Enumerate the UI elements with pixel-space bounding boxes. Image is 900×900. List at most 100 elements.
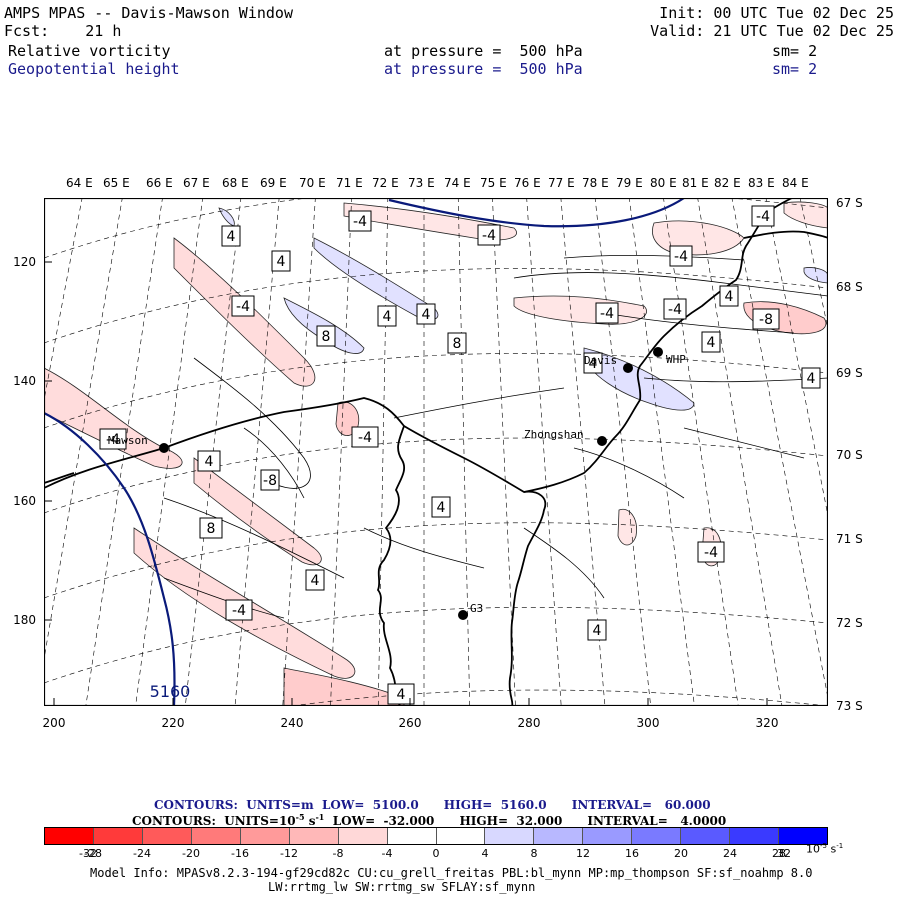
- vorticity-contour-range: LOW= -32.000 HIGH= 32.000 INTERVAL= 4.00…: [324, 814, 727, 828]
- lat-label: 72 S: [836, 616, 863, 630]
- contour-label-text: 4: [227, 229, 236, 245]
- contour-label: 8: [199, 517, 223, 539]
- x-tick: 200: [42, 716, 66, 730]
- fcst-value: 21 h: [85, 22, 122, 40]
- contour-label-text: -4: [236, 299, 250, 315]
- lat-label: 73 S: [836, 699, 863, 713]
- vorticity-contour-exp2: -1: [315, 812, 325, 822]
- contour-label: 4: [701, 331, 721, 353]
- colorbar-swatch: [681, 828, 731, 844]
- height-contour-label: 5160: [150, 682, 191, 701]
- station-marker-zhongshan: [597, 436, 607, 446]
- colorbar-tick-label: -32: [79, 847, 97, 860]
- station-label-whp: WHP: [666, 353, 686, 366]
- lon-label: 78 E: [582, 176, 609, 190]
- y-tick: 160: [13, 494, 36, 508]
- contour-label: 4: [377, 305, 397, 327]
- contour-label-text: 8: [207, 521, 216, 537]
- contour-label-text: 4: [422, 307, 431, 323]
- colorbar-tick-label: -28: [84, 847, 102, 860]
- contour-label-text: 4: [725, 289, 734, 305]
- lon-label: 70 E: [299, 176, 326, 190]
- colorbar-units-exp: -5: [820, 842, 827, 850]
- colorbar-swatch: [583, 828, 633, 844]
- contour-label-text: 8: [322, 329, 331, 345]
- lon-label: 64 E: [66, 176, 93, 190]
- contour-label-text: 4: [807, 371, 816, 387]
- coastline: [44, 198, 828, 706]
- field2-level: at pressure = 500 hPa: [384, 60, 583, 78]
- field1-name: Relative vorticity: [8, 42, 171, 60]
- x-tick: 260: [398, 716, 422, 730]
- colorbar-swatch: [93, 828, 143, 844]
- colorbar-tick-label: 16: [625, 847, 639, 860]
- lon-label: 77 E: [548, 176, 575, 190]
- lat-label: 68 S: [836, 280, 863, 294]
- station-marker-whp: [653, 347, 663, 357]
- contour-label: -4: [477, 224, 501, 246]
- lat-label: 67 S: [836, 196, 863, 210]
- lon-label: 83 E: [748, 176, 775, 190]
- colorbar-swatch: [142, 828, 192, 844]
- colorbar-tick-label: -8: [332, 847, 344, 860]
- colorbar-swatch: [338, 828, 388, 844]
- contour-label: -4: [99, 428, 127, 450]
- lon-label: 75 E: [480, 176, 507, 190]
- lat-label: 69 S: [836, 366, 863, 380]
- lat-label: 70 S: [836, 448, 863, 462]
- contour-label: -4: [351, 426, 379, 448]
- lon-label: 67 E: [183, 176, 210, 190]
- lon-label: 69 E: [260, 176, 287, 190]
- contour-label: -4: [669, 245, 693, 267]
- init-time: Init: 00 UTC Tue 02 Dec 25: [659, 4, 894, 22]
- contour-label: -4: [231, 295, 255, 317]
- map-title: AMPS MPAS -- Davis-Mawson Window: [4, 4, 293, 22]
- colorbar-tick-label: 12: [576, 847, 590, 860]
- contour-label: 4: [387, 683, 415, 705]
- lon-label: 72 E: [372, 176, 399, 190]
- station-label-mawson: Mawson: [108, 434, 148, 447]
- contour-label-text: -4: [106, 432, 120, 448]
- lon-label: 84 E: [782, 176, 809, 190]
- vorticity-contour-exp: -5: [295, 812, 305, 822]
- x-tick: 300: [636, 716, 660, 730]
- y-tick: 140: [13, 374, 36, 388]
- contour-label-text: 4: [707, 335, 716, 351]
- colorbar-swatch: [240, 828, 290, 844]
- colorbar-swatch: [730, 828, 780, 844]
- colorbar-swatch: [632, 828, 682, 844]
- contour-label: -4: [225, 599, 253, 621]
- field1-level: at pressure = 500 hPa: [384, 42, 583, 60]
- colorbar-swatch: [45, 828, 94, 844]
- contour-label: -8: [752, 308, 780, 330]
- lon-label: 65 E: [103, 176, 130, 190]
- contour-label-text: 8: [453, 336, 462, 352]
- lon-label: 79 E: [616, 176, 643, 190]
- lon-label: 80 E: [650, 176, 677, 190]
- vorticity-contours: [163, 254, 828, 619]
- colorbar-units-exp2: -1: [836, 842, 844, 850]
- field2-name: Geopotential height: [8, 60, 180, 78]
- contour-label: 4: [587, 619, 607, 641]
- station-marker-mawson: [159, 443, 169, 453]
- contour-label-text: -4: [674, 249, 688, 265]
- y-tick: 120: [13, 255, 36, 269]
- station-label-davis: Davis: [584, 354, 617, 367]
- colorbar-tick-label: 0: [432, 847, 440, 860]
- contour-label-text: -8: [759, 312, 773, 328]
- contour-label-text: 4: [593, 623, 602, 639]
- colorbar-swatch: [485, 828, 535, 844]
- stations: Mawson Davis WHP Zhongshan G3: [108, 347, 686, 620]
- lat-label: 71 S: [836, 532, 863, 546]
- colorbar-tick-label: 20: [674, 847, 688, 860]
- contour-label: 4: [221, 225, 241, 247]
- graticule: [44, 198, 828, 706]
- vorticity-contour-info: CONTOURS: UNITS=10-5 s-1 LOW= -32.000 HI…: [132, 812, 726, 828]
- contour-label-text: -8: [263, 473, 277, 489]
- x-tick: 240: [280, 716, 304, 730]
- contour-label-text: 4: [397, 687, 406, 703]
- contour-label: 4: [416, 303, 436, 325]
- contour-label: 8: [447, 332, 467, 354]
- longitude-labels: 64 E 65 E 66 E 67 E 68 E 69 E 70 E 71 E …: [0, 176, 900, 192]
- colorbar-tick-label: -24: [133, 847, 151, 860]
